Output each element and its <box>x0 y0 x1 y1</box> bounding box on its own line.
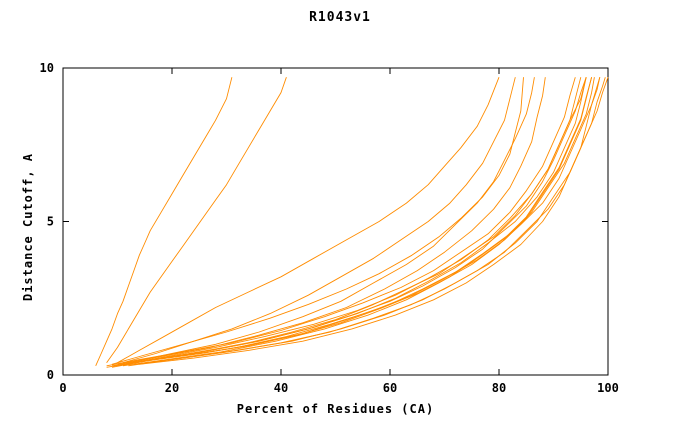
x-axis-label: Percent of Residues (CA) <box>236 402 435 416</box>
series-line <box>106 77 287 363</box>
x-tick-label: 100 <box>597 381 619 395</box>
series-line <box>139 77 601 365</box>
series-line <box>122 77 601 367</box>
series-line <box>106 77 587 368</box>
x-tick-label: 20 <box>165 381 179 395</box>
series-line <box>117 77 593 367</box>
x-tick-label: 60 <box>383 381 397 395</box>
series-line <box>111 77 524 365</box>
chart-title: R1043v1 <box>309 10 371 25</box>
y-tick-label: 10 <box>40 61 54 75</box>
series-line <box>95 77 233 366</box>
x-tick-label: 80 <box>492 381 506 395</box>
series-line <box>122 77 516 364</box>
x-tick-label: 0 <box>59 381 66 395</box>
series-line <box>128 77 535 364</box>
series-line <box>117 77 546 365</box>
y-tick-label: 5 <box>47 215 54 229</box>
x-tick-label: 40 <box>274 381 288 395</box>
series-line <box>111 77 593 368</box>
series-line <box>133 77 606 365</box>
series-line <box>117 77 587 367</box>
series-line <box>122 77 587 365</box>
series-line <box>106 77 576 367</box>
series-line <box>117 77 500 364</box>
y-tick-label: 0 <box>47 368 54 382</box>
